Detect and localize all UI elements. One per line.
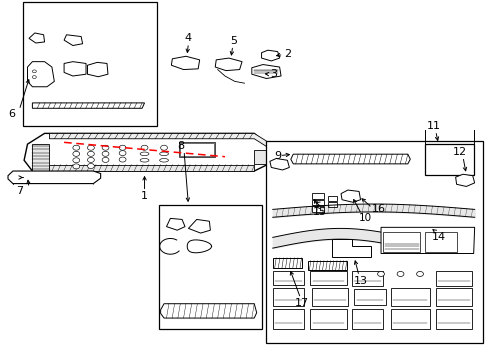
Text: 9: 9 <box>274 150 281 161</box>
Ellipse shape <box>159 152 168 156</box>
Circle shape <box>87 151 94 156</box>
Text: 4: 4 <box>184 33 192 43</box>
Bar <box>311 193 324 199</box>
Circle shape <box>73 164 80 169</box>
Ellipse shape <box>140 158 149 162</box>
Circle shape <box>141 145 148 150</box>
Bar <box>311 200 324 205</box>
Polygon shape <box>290 154 409 164</box>
Bar <box>266 140 483 343</box>
Polygon shape <box>215 58 242 71</box>
Bar <box>390 309 429 329</box>
Circle shape <box>119 157 126 162</box>
Circle shape <box>160 145 167 150</box>
Polygon shape <box>64 35 82 45</box>
Polygon shape <box>24 134 271 171</box>
Circle shape <box>32 70 36 73</box>
Bar <box>310 271 346 285</box>
Polygon shape <box>188 220 210 233</box>
Bar <box>310 309 346 329</box>
Text: 3: 3 <box>270 69 277 79</box>
Text: 15: 15 <box>312 207 326 217</box>
Circle shape <box>32 76 36 78</box>
Bar <box>22 3 157 126</box>
Text: 6: 6 <box>8 109 15 119</box>
Bar <box>353 289 385 305</box>
Polygon shape <box>331 239 370 257</box>
Bar <box>311 288 347 306</box>
Bar <box>272 309 304 329</box>
Bar <box>328 202 336 207</box>
Polygon shape <box>29 33 44 43</box>
Bar <box>390 288 429 306</box>
Ellipse shape <box>159 158 168 162</box>
Text: 17: 17 <box>294 298 308 308</box>
Circle shape <box>119 145 126 150</box>
Circle shape <box>102 151 109 156</box>
Polygon shape <box>251 64 281 78</box>
Polygon shape <box>261 50 279 61</box>
Polygon shape <box>160 304 256 318</box>
Polygon shape <box>307 261 346 270</box>
Polygon shape <box>254 149 271 164</box>
Text: 10: 10 <box>358 213 371 223</box>
Circle shape <box>377 271 384 276</box>
Bar <box>178 142 215 157</box>
Circle shape <box>73 151 80 156</box>
Polygon shape <box>32 144 49 171</box>
Polygon shape <box>49 165 254 171</box>
Polygon shape <box>27 62 54 87</box>
Bar <box>435 271 471 286</box>
Bar <box>424 144 473 175</box>
Text: 13: 13 <box>353 276 367 286</box>
Text: 5: 5 <box>230 36 237 46</box>
Circle shape <box>119 150 126 156</box>
Bar <box>311 206 324 212</box>
Bar <box>383 232 419 252</box>
Bar <box>159 205 261 329</box>
Text: 7: 7 <box>16 186 23 197</box>
Text: 11: 11 <box>426 121 440 131</box>
Bar <box>179 143 214 156</box>
Text: 16: 16 <box>371 204 385 214</box>
Polygon shape <box>87 62 108 77</box>
Text: 14: 14 <box>430 232 445 242</box>
Polygon shape <box>49 134 271 149</box>
Circle shape <box>73 158 80 163</box>
Circle shape <box>416 271 423 276</box>
Polygon shape <box>455 174 474 186</box>
Bar <box>424 232 456 252</box>
Bar <box>272 271 304 285</box>
Polygon shape <box>171 56 199 69</box>
Polygon shape <box>166 219 184 230</box>
Text: 2: 2 <box>283 49 290 59</box>
Polygon shape <box>32 103 144 108</box>
Text: 12: 12 <box>452 147 466 157</box>
Bar <box>328 196 336 201</box>
Bar <box>272 288 304 306</box>
Bar <box>435 309 471 329</box>
Polygon shape <box>64 62 86 76</box>
Circle shape <box>87 157 94 162</box>
Circle shape <box>102 145 109 150</box>
Bar <box>435 288 471 306</box>
Circle shape <box>87 145 94 150</box>
Polygon shape <box>272 258 302 268</box>
Circle shape <box>396 271 403 276</box>
Circle shape <box>102 157 109 162</box>
Ellipse shape <box>140 152 149 156</box>
Bar <box>351 271 383 286</box>
Polygon shape <box>8 171 101 184</box>
Polygon shape <box>269 158 289 170</box>
Polygon shape <box>340 190 360 202</box>
Text: 8: 8 <box>177 141 184 151</box>
Text: 1: 1 <box>141 191 148 201</box>
Circle shape <box>87 163 94 168</box>
Bar <box>351 309 383 329</box>
Polygon shape <box>380 227 474 253</box>
Circle shape <box>73 145 80 150</box>
